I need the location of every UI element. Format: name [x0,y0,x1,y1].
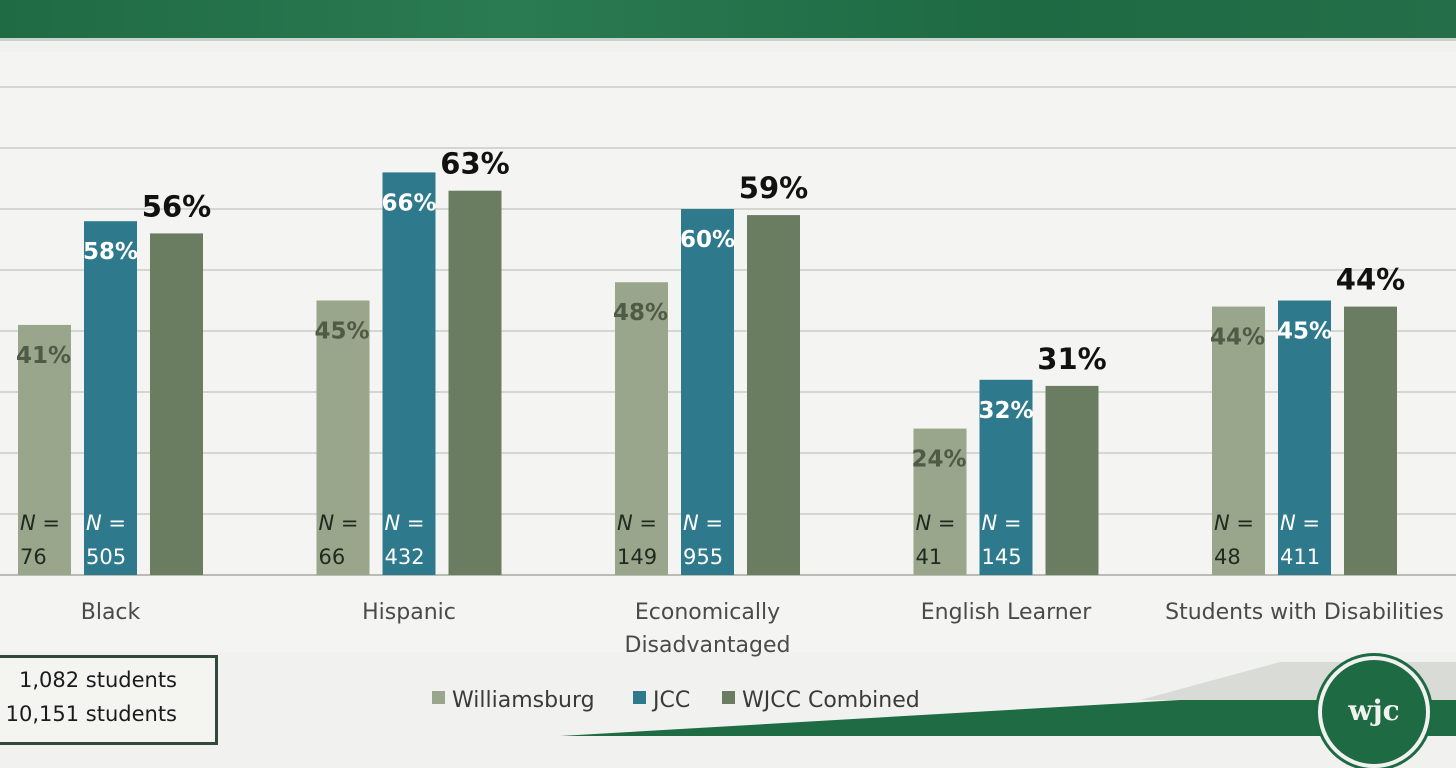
bar-jcc [1278,300,1331,575]
data-label: 58% [83,239,138,265]
data-label: 45% [315,319,370,345]
logo-text: wjc [1348,694,1400,727]
bar-jcc [681,209,734,575]
data-label: 41% [16,343,71,369]
bar-jcc [382,172,436,575]
bar-wjcc-combined [448,190,502,575]
bar-williamsburg [615,282,668,575]
bar-chart: 41% N = 76 58% N = 505 56% Black 45% N = 66 66% N = 4… [0,86,1456,736]
data-label: 32% [979,398,1034,424]
top-banner [0,0,1456,41]
data-label: 59% [739,171,808,205]
n-value-label: 145 [982,545,1022,569]
n-prefix-label: N = [86,511,126,535]
bar-williamsburg [1212,306,1265,575]
legend-label: WJCC Combined [742,688,920,713]
n-value-label: 505 [86,545,126,569]
data-label: 44% [1336,263,1405,297]
category-label: Black [81,600,141,625]
bar-jcc [979,379,1033,575]
data-label: 24% [912,447,967,473]
n-prefix-label: N = [683,511,723,535]
data-label: 60% [680,227,735,253]
bar-williamsburg [18,324,71,575]
bottom-banner [560,700,1456,736]
bar-williamsburg [316,300,370,575]
n-prefix-label: N = [1214,511,1254,535]
data-label: 48% [613,300,668,326]
data-label: 66% [382,190,437,216]
wjc-logo: wjc [1318,656,1430,768]
n-value-label: 955 [683,545,723,569]
data-label: 45% [1277,319,1332,345]
n-value-label: 48 [1214,545,1241,569]
n-value-label: 411 [1280,545,1320,569]
legend-label: JCC [651,688,690,713]
student-count-box: 1,082 students 10,151 students [0,655,218,745]
category-label: Hispanic [362,600,456,625]
n-value-label: 149 [617,545,657,569]
n-prefix-label: N = [385,511,425,535]
n-prefix-label: N = [20,511,60,535]
n-prefix-label: N = [617,511,657,535]
bar-wjcc-combined [1344,306,1397,575]
legend-swatch [432,691,445,704]
n-value-label: 432 [385,545,425,569]
n-value-label: 66 [319,545,346,569]
category-label: English Learner [921,600,1092,625]
data-label: 31% [1037,342,1106,376]
student-count-line-1: 1,082 students [18,668,177,692]
data-label: 63% [440,147,509,181]
n-prefix-label: N = [982,511,1022,535]
data-label: 56% [142,189,211,223]
n-prefix-label: N = [1280,511,1320,535]
bar-williamsburg [913,428,967,575]
bar-wjcc-combined [150,233,203,575]
n-value-label: 41 [916,545,943,569]
legend-label: Williamsburg [452,688,595,713]
student-count-line-2: 10,151 students [5,702,177,726]
legend-swatch [722,691,735,704]
category-label: Students with Disabilities [1165,600,1444,625]
bar-jcc [84,221,137,575]
data-label: 44% [1210,325,1265,351]
bar-wjcc-combined [1045,385,1099,575]
bar-wjcc-combined [747,215,800,575]
category-label: Disadvantaged [625,633,791,658]
n-value-label: 76 [20,545,47,569]
n-prefix-label: N = [319,511,359,535]
n-prefix-label: N = [916,511,956,535]
category-label: Economically [635,600,780,625]
legend-swatch [633,691,646,704]
